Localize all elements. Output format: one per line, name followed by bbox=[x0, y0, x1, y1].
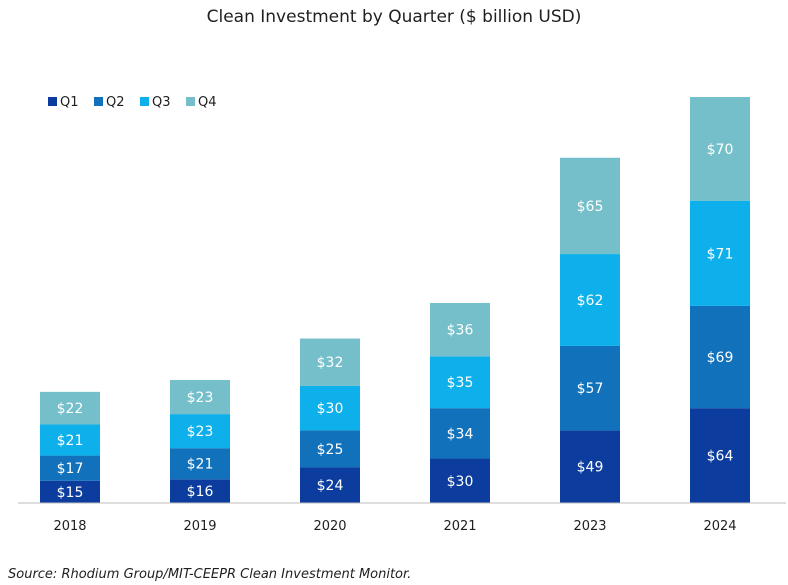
x-tick-label-2019: 2019 bbox=[183, 519, 216, 534]
data-label-2024-q4: $70 bbox=[707, 142, 734, 158]
value-labels-group: $15 $17 $21 $22 $16 $21 $23 $23 $24 $25 $30 $32 $30 $… bbox=[57, 142, 734, 501]
bar-segment-2021-q1 bbox=[430, 458, 490, 503]
data-label-2020-q3: $30 bbox=[317, 401, 344, 417]
data-label-2021-q3: $35 bbox=[447, 375, 474, 391]
data-label-2019-q4: $23 bbox=[187, 390, 214, 406]
chart-title: Clean Investment by Quarter ($ billion U… bbox=[207, 7, 582, 27]
bar-segment-2020-q2 bbox=[300, 430, 360, 468]
x-tick-label-2018: 2018 bbox=[53, 519, 86, 534]
legend-label-q3: Q3 bbox=[152, 95, 171, 110]
bars-group bbox=[40, 97, 750, 503]
data-label-2024-q2: $69 bbox=[707, 350, 734, 366]
bar-segment-2020-q3 bbox=[300, 385, 360, 431]
bar-segment-2024-q3 bbox=[690, 200, 750, 306]
bar-segment-2019-q4 bbox=[170, 380, 230, 415]
bar-segment-2019-q1 bbox=[170, 479, 230, 503]
legend-swatch-q4 bbox=[186, 97, 195, 106]
bar-segment-2019-q3 bbox=[170, 414, 230, 449]
data-label-2020-q4: $32 bbox=[317, 355, 344, 371]
data-label-2020-q2: $25 bbox=[317, 442, 344, 458]
bar-segment-2018-q4 bbox=[40, 391, 100, 425]
data-label-2018-q4: $22 bbox=[57, 401, 84, 417]
bar-segment-2024-q1 bbox=[690, 408, 750, 503]
data-label-2024-q1: $64 bbox=[707, 449, 734, 465]
bar-segment-2021-q3 bbox=[430, 356, 490, 409]
data-label-2024-q3: $71 bbox=[707, 246, 734, 262]
data-label-2023-q3: $62 bbox=[577, 293, 604, 309]
bar-segment-2018-q1 bbox=[40, 480, 100, 503]
data-label-2018-q1: $15 bbox=[57, 485, 84, 501]
data-label-2021-q4: $36 bbox=[447, 323, 474, 339]
x-axis-tick-labels: 2018 2019 2020 2021 2023 2024 bbox=[53, 519, 736, 534]
legend-label-q2: Q2 bbox=[106, 95, 125, 110]
data-label-2018-q3: $21 bbox=[57, 433, 84, 449]
bar-segment-2021-q4 bbox=[430, 302, 490, 357]
data-label-2021-q2: $34 bbox=[447, 426, 474, 442]
data-label-2019-q3: $23 bbox=[187, 424, 214, 440]
bar-segment-2021-q2 bbox=[430, 408, 490, 459]
bar-segment-2023-q4 bbox=[560, 157, 620, 255]
bar-segment-2024-q2 bbox=[690, 305, 750, 409]
bar-segment-2018-q2 bbox=[40, 455, 100, 481]
bar-segment-2023-q3 bbox=[560, 254, 620, 346]
data-label-2019-q2: $21 bbox=[187, 457, 214, 473]
x-tick-label-2024: 2024 bbox=[703, 519, 736, 534]
data-label-2021-q1: $30 bbox=[447, 474, 474, 490]
bar-segment-2018-q3 bbox=[40, 424, 100, 456]
bar-segment-2023-q1 bbox=[560, 430, 620, 503]
bar-segment-2024-q4 bbox=[690, 97, 750, 201]
x-tick-label-2023: 2023 bbox=[573, 519, 606, 534]
data-label-2019-q1: $16 bbox=[187, 484, 214, 500]
legend-swatch-q2 bbox=[94, 97, 103, 106]
legend: Q1 Q2 Q3 Q4 bbox=[48, 95, 217, 110]
data-label-2023-q2: $57 bbox=[577, 381, 604, 397]
data-label-2020-q1: $24 bbox=[317, 478, 344, 494]
bar-segment-2020-q4 bbox=[300, 338, 360, 386]
legend-label-q1: Q1 bbox=[60, 95, 79, 110]
data-label-2018-q2: $17 bbox=[57, 461, 84, 477]
data-label-2023-q4: $65 bbox=[577, 199, 604, 215]
bar-segment-2020-q1 bbox=[300, 467, 360, 503]
x-tick-label-2020: 2020 bbox=[313, 519, 346, 534]
source-note: Source: Rhodium Group/MIT-CEEPR Clean In… bbox=[8, 567, 411, 582]
data-label-2023-q1: $49 bbox=[577, 460, 604, 476]
bar-segment-2019-q2 bbox=[170, 448, 230, 480]
bar-segment-2023-q2 bbox=[560, 345, 620, 431]
x-tick-label-2021: 2021 bbox=[443, 519, 476, 534]
legend-label-q4: Q4 bbox=[198, 95, 217, 110]
legend-swatch-q3 bbox=[140, 97, 149, 106]
legend-swatch-q1 bbox=[48, 97, 57, 106]
